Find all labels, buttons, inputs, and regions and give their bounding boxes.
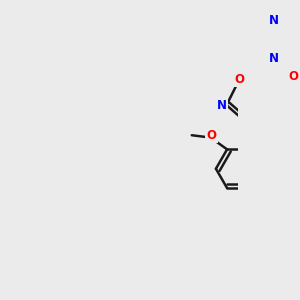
Text: O: O [235, 73, 244, 86]
Text: O: O [207, 129, 217, 142]
Text: N: N [268, 52, 279, 64]
Text: O: O [288, 70, 298, 83]
Text: N: N [217, 99, 227, 112]
Text: N: N [268, 14, 279, 27]
